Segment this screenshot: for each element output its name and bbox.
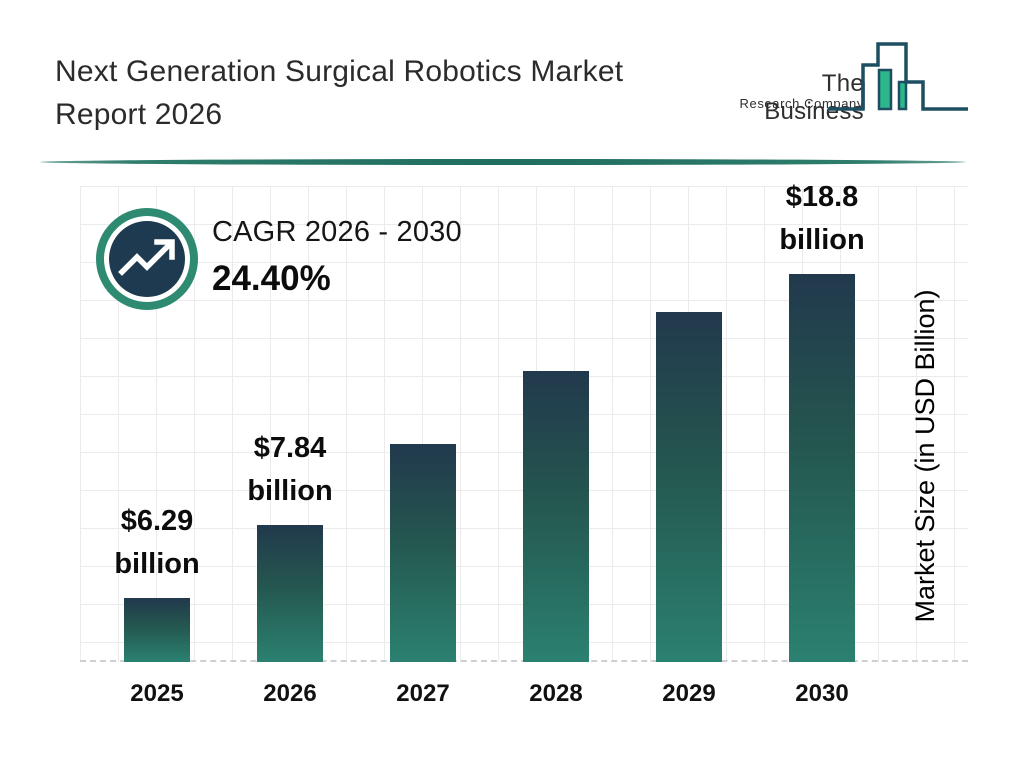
logo-bar-chart-icon [828, 42, 968, 111]
page-title-line1: Next Generation Surgical Robotics Market [55, 55, 624, 88]
value-label-2026: $7.84 billion [195, 427, 385, 513]
company-logo: The Business Research Company [720, 30, 980, 130]
cagr-period-label: CAGR 2026 - 2030 [212, 216, 462, 248]
title-divider [40, 159, 966, 165]
cagr-badge [96, 208, 198, 310]
value-label-unit: billion [779, 224, 865, 256]
bar-2027 [390, 444, 456, 662]
logo-name-primary: The Business [764, 70, 864, 125]
bar-2025 [124, 598, 190, 662]
trending-up-icon [118, 239, 175, 276]
value-label-2030: $18.8 billion [727, 176, 917, 262]
cagr-value: 24.40% [212, 259, 331, 298]
bar-2030 [789, 274, 855, 662]
page-title-line2: Report 2026 [55, 98, 223, 131]
x-tick-label-2025: 2025 [130, 680, 184, 707]
value-label-amount: $7.84 [253, 432, 327, 464]
x-tick-label-2029: 2029 [662, 680, 716, 707]
x-tick-label-2026: 2026 [263, 680, 317, 707]
value-label-amount: $6.29 [120, 505, 194, 537]
y-axis-label: Market Size (in USD Billion) [910, 289, 940, 623]
value-label-unit: billion [247, 475, 333, 507]
bar-2029 [656, 312, 722, 662]
value-label-unit: billion [114, 548, 200, 580]
value-label-2025: $6.29 billion [62, 500, 252, 586]
bar-2028 [523, 371, 589, 662]
cagr-badge-inner [109, 221, 185, 297]
x-tick-label-2028: 2028 [529, 680, 583, 707]
bar-2026 [257, 525, 323, 662]
value-label-amount: $18.8 [785, 181, 859, 213]
x-tick-label-2030: 2030 [795, 680, 849, 707]
page-title: Next Generation Surgical Robotics Market… [55, 50, 715, 136]
x-tick-label-2027: 2027 [396, 680, 450, 707]
